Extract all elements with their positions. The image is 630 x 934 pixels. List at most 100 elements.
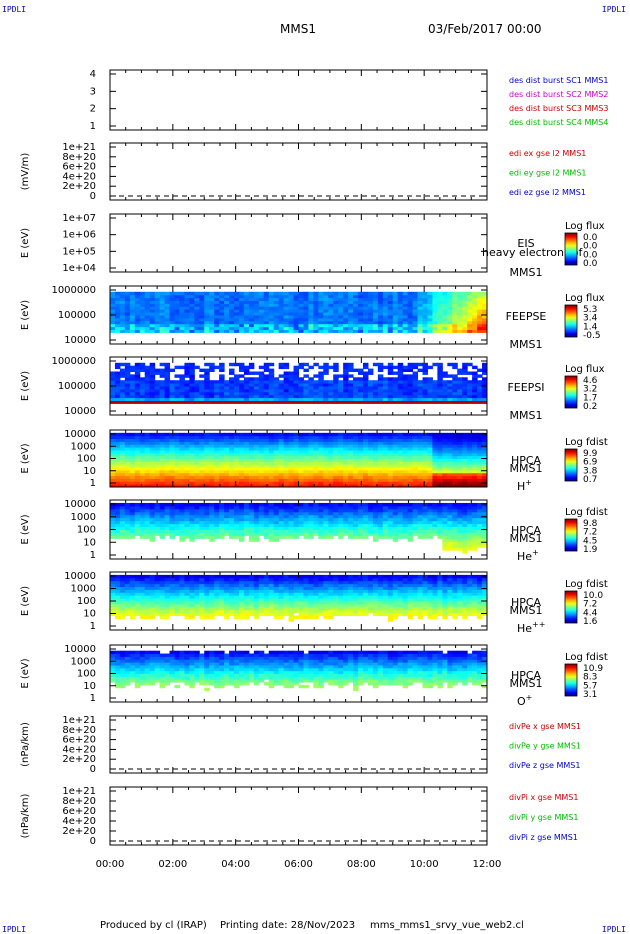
heatmap-cell — [422, 441, 428, 445]
heatmap-cell — [114, 472, 121, 477]
heatmap-cell — [114, 394, 121, 399]
heatmap-cell — [273, 291, 280, 296]
heatmap-cell — [243, 294, 250, 299]
heatmap-cell — [139, 377, 146, 381]
heatmap-cell — [124, 606, 131, 611]
heatmap-cell — [174, 508, 180, 513]
heatmap-cell — [124, 478, 131, 482]
heatmap-cell — [457, 432, 463, 437]
heatmap-cell — [293, 309, 299, 313]
heatmap-cell — [288, 458, 295, 462]
heatmap-cell — [452, 386, 458, 390]
heatmap-cell — [318, 452, 324, 457]
heatmap-cell — [333, 386, 339, 390]
heatmap-cell — [164, 309, 171, 313]
heatmap-cell — [477, 435, 483, 440]
heatmap-cell — [377, 383, 384, 387]
heatmap-cell — [372, 508, 379, 513]
heatmap-cell — [333, 400, 339, 404]
heatmap-cell — [442, 391, 448, 396]
heatmap-cell — [348, 394, 354, 399]
heatmap-cell — [457, 538, 463, 542]
heatmap-cell — [278, 469, 285, 474]
heatmap-cell — [343, 323, 349, 328]
heatmap-cell — [159, 383, 166, 387]
heatmap-cell — [313, 467, 319, 471]
heatmap-cell — [467, 444, 473, 448]
heatmap-cell — [407, 452, 414, 457]
heatmap-cell — [204, 435, 210, 440]
heatmap-cell — [477, 329, 483, 333]
heatmap-cell — [362, 371, 369, 375]
heatmap-cell — [338, 449, 344, 454]
heatmap-cell — [362, 452, 369, 457]
heatmap-cell — [144, 514, 151, 519]
heatmap-cell — [169, 441, 175, 445]
heatmap-cell — [358, 317, 364, 322]
heatmap-cell — [110, 583, 116, 587]
heatmap-cell — [447, 329, 453, 333]
heatmap-cell — [149, 592, 156, 596]
heatmap-cell — [184, 400, 190, 404]
heatmap-cell — [427, 464, 433, 468]
heatmap-cell — [412, 312, 419, 316]
heatmap-cell — [273, 461, 280, 465]
heatmap-cell — [318, 532, 324, 536]
heatmap-cell — [124, 612, 131, 616]
heatmap-cell — [189, 535, 195, 539]
heatmap-cell — [288, 303, 295, 307]
heatmap-cell — [437, 449, 443, 454]
heatmap-cell — [114, 598, 121, 602]
heatmap-cell — [343, 472, 349, 477]
heatmap-cell — [263, 505, 270, 510]
heatmap-cell — [214, 532, 220, 536]
heatmap-cell — [174, 315, 180, 319]
heatmap-cell — [278, 458, 285, 462]
heatmap-cell — [194, 514, 200, 519]
heatmap-cell — [482, 505, 488, 510]
heatmap-cell — [437, 441, 443, 445]
heatmap-cell — [253, 397, 260, 401]
heatmap-cell — [382, 535, 389, 539]
heatmap-cell — [362, 383, 369, 387]
heatmap-cell — [477, 315, 483, 319]
heatmap-cell — [437, 371, 443, 375]
heatmap-cell — [124, 589, 131, 593]
colorbar-title: Log fdist — [565, 437, 608, 448]
heatmap-cell — [234, 523, 240, 528]
heatmap-cell — [119, 320, 126, 325]
heatmap-cell — [169, 469, 175, 474]
heatmap-cell — [149, 508, 156, 513]
heatmap-cell — [179, 386, 185, 390]
heatmap-cell — [387, 309, 394, 313]
heatmap-cell — [144, 595, 151, 599]
heatmap-cell — [164, 397, 171, 401]
heatmap-cell — [288, 452, 295, 457]
heatmap-cell — [110, 574, 116, 579]
heatmap-cell — [149, 312, 156, 316]
heatmap-cell — [358, 535, 364, 539]
heatmap-cell — [149, 455, 156, 459]
heatmap-cell — [114, 601, 121, 605]
heatmap-cell — [308, 397, 314, 401]
heatmap-cell — [214, 461, 220, 465]
heatmap-cell — [149, 380, 156, 384]
heatmap-cell — [358, 523, 364, 528]
heatmap-cell — [358, 452, 364, 457]
heatmap-cell — [149, 368, 156, 372]
heatmap-cell — [214, 529, 220, 533]
heatmap-cell — [482, 441, 488, 445]
heatmap-cell — [392, 484, 399, 488]
heatmap-cell — [159, 394, 166, 399]
heatmap-cell — [154, 592, 161, 596]
heatmap-cell — [343, 383, 349, 387]
heatmap-cell — [154, 612, 161, 616]
heatmap-cell — [129, 517, 136, 522]
heatmap-cell — [273, 386, 280, 390]
heatmap-cell — [437, 469, 443, 474]
heatmap-cell — [348, 380, 354, 384]
heatmap-cell — [134, 365, 141, 370]
heatmap-cell — [229, 388, 235, 393]
heatmap-cell — [417, 508, 424, 513]
